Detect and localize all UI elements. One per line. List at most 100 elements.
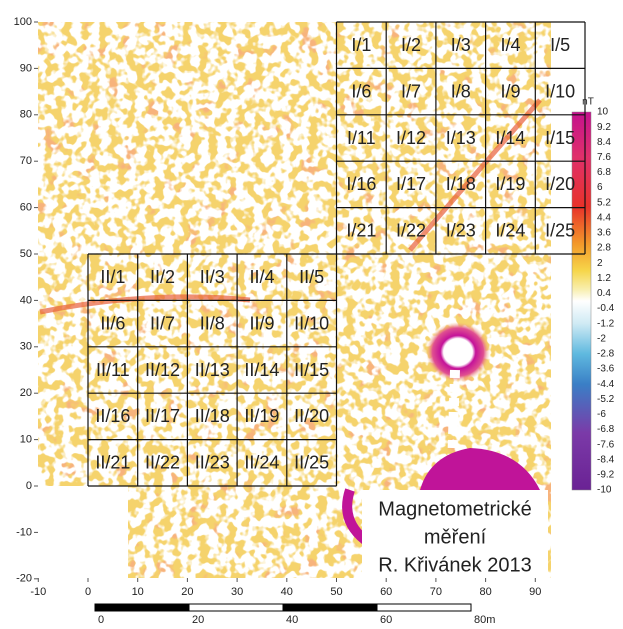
x-tick-label: 30	[231, 586, 243, 598]
grid-cell-label: I/11	[347, 128, 376, 148]
y-tick-label: 70	[20, 155, 32, 167]
colorbar-label: -6.8	[597, 424, 615, 435]
y-tick-label: 40	[20, 294, 32, 306]
colorbar-label: 6	[597, 182, 603, 193]
colorbar-label: -6	[597, 409, 606, 420]
y-tick-label: 90	[20, 62, 32, 74]
x-tick-label: 40	[281, 586, 293, 598]
grid-cell-label: I/4	[500, 35, 520, 55]
colorbar	[572, 112, 591, 490]
grid-cell-label: I/5	[550, 35, 570, 55]
x-tick-label: 70	[430, 586, 442, 598]
grid-cell-label: I/21	[346, 221, 376, 241]
grid-cell-label: I/15	[545, 128, 575, 148]
colorbar-label: -1.2	[597, 318, 615, 329]
x-tick-label: 60	[380, 586, 392, 598]
scale-bar-segment	[95, 604, 189, 611]
scale-bar-segment	[283, 604, 377, 611]
grid-cell-label: I/7	[401, 81, 421, 101]
colorbar-label: 0.4	[597, 288, 611, 299]
y-tick-label: 60	[20, 202, 32, 214]
grid-cell-label: I/22	[396, 221, 426, 241]
grid-cell-label: II/18	[195, 406, 230, 426]
colorbar-label: -2.8	[597, 349, 615, 360]
scale-bar-segment	[189, 604, 283, 611]
grid-cell-label: II/7	[150, 313, 175, 333]
grid-cell-label: I/10	[545, 81, 575, 101]
y-tick-label: 80	[20, 109, 32, 121]
grid-cell-label: II/11	[96, 360, 130, 380]
colorbar-label: -4.4	[597, 379, 615, 390]
grid-cell-label: II/16	[95, 406, 130, 426]
grid-cell-label: II/21	[95, 453, 130, 473]
colorbar-label: 2.8	[597, 243, 611, 254]
scale-bar-label: 40	[286, 614, 298, 626]
grid-cell-label: II/17	[145, 406, 180, 426]
grid-cell-label: II/24	[244, 453, 279, 473]
grid-cell-label: II/19	[244, 406, 279, 426]
grid-cell-label: I/24	[495, 221, 525, 241]
grid-cell-label: I/2	[401, 35, 421, 55]
caption-line: Magnetometrické	[378, 498, 531, 520]
colorbar-label: -9.2	[597, 470, 615, 481]
grid-cell-label: I/1	[351, 35, 371, 55]
scale-bar-label: 80m	[474, 614, 495, 626]
grid-cell-label: I/8	[451, 81, 471, 101]
grid-cell-label: II/22	[145, 453, 180, 473]
colorbar-label: 9.2	[597, 122, 611, 133]
grid-cell-label: I/12	[396, 128, 426, 148]
colorbar-label: -8.4	[597, 454, 615, 465]
grid-cell-label: I/14	[495, 128, 525, 148]
colorbar-unit: nT	[582, 97, 594, 108]
grid-cell-label: I/9	[500, 81, 520, 101]
colorbar-label: -0.4	[597, 303, 615, 314]
y-tick-label: 20	[20, 387, 32, 399]
x-tick-label: 0	[85, 586, 91, 598]
scale-bar-label: 0	[98, 614, 104, 626]
y-tick-label: -10	[16, 526, 32, 538]
colorbar-label: -2	[597, 333, 606, 344]
colorbar-label: 7.6	[597, 152, 611, 163]
caption-line: měření	[424, 526, 487, 548]
colorbar-label: -10	[597, 485, 612, 496]
y-tick-label: -20	[16, 573, 32, 585]
colorbar-label: 10	[597, 107, 609, 118]
grid-cell-label: II/14	[244, 360, 279, 380]
scale-bar-segment	[377, 604, 471, 611]
scale-bar-label: 20	[192, 614, 204, 626]
grid-cell-label: II/4	[249, 267, 274, 287]
grid-cell-label: II/5	[299, 267, 324, 287]
x-tick-label: 80	[479, 586, 491, 598]
y-tick-label: 30	[20, 341, 32, 353]
grid-cell-label: I/18	[446, 174, 476, 194]
magnetometry-map: nT -100102030405060708090100908070605040…	[0, 0, 623, 629]
grid-cell-label: II/1	[100, 267, 125, 287]
grid-cell-label: II/25	[294, 453, 329, 473]
colorbar-label: 6.8	[597, 167, 611, 178]
grid-cell-label: I/3	[451, 35, 471, 55]
x-tick-label: 20	[181, 586, 193, 598]
y-tick-label: 0	[26, 480, 32, 492]
grid-cell-label: II/3	[200, 267, 225, 287]
colorbar-label: 3.6	[597, 228, 611, 239]
grid-cell-label: II/9	[249, 313, 274, 333]
grid-cell-label: II/12	[145, 360, 180, 380]
scale-bar-label: 60	[380, 614, 392, 626]
colorbar-label: 5.2	[597, 197, 611, 208]
y-tick-label: 50	[20, 248, 32, 260]
grid-cell-label: I/13	[446, 128, 476, 148]
grid-cell-label: II/23	[195, 453, 230, 473]
grid-cell-label: I/25	[545, 221, 575, 241]
grid-cell-label: II/15	[294, 360, 329, 380]
x-tick-label: 90	[529, 586, 541, 598]
x-tick-label: -10	[30, 586, 46, 598]
grid-cell-label: II/20	[294, 406, 329, 426]
colorbar-label: -5.2	[597, 394, 615, 405]
grid-cell-label: I/17	[396, 174, 426, 194]
grid-cell-label: I/20	[545, 174, 575, 194]
caption-line: R. Křivánek 2013	[378, 554, 531, 576]
grid-cell-label: II/10	[294, 313, 329, 333]
colorbar-label: 2	[597, 258, 603, 269]
grid-cell-label: I/23	[446, 221, 476, 241]
grid-cell-label: II/8	[200, 313, 225, 333]
